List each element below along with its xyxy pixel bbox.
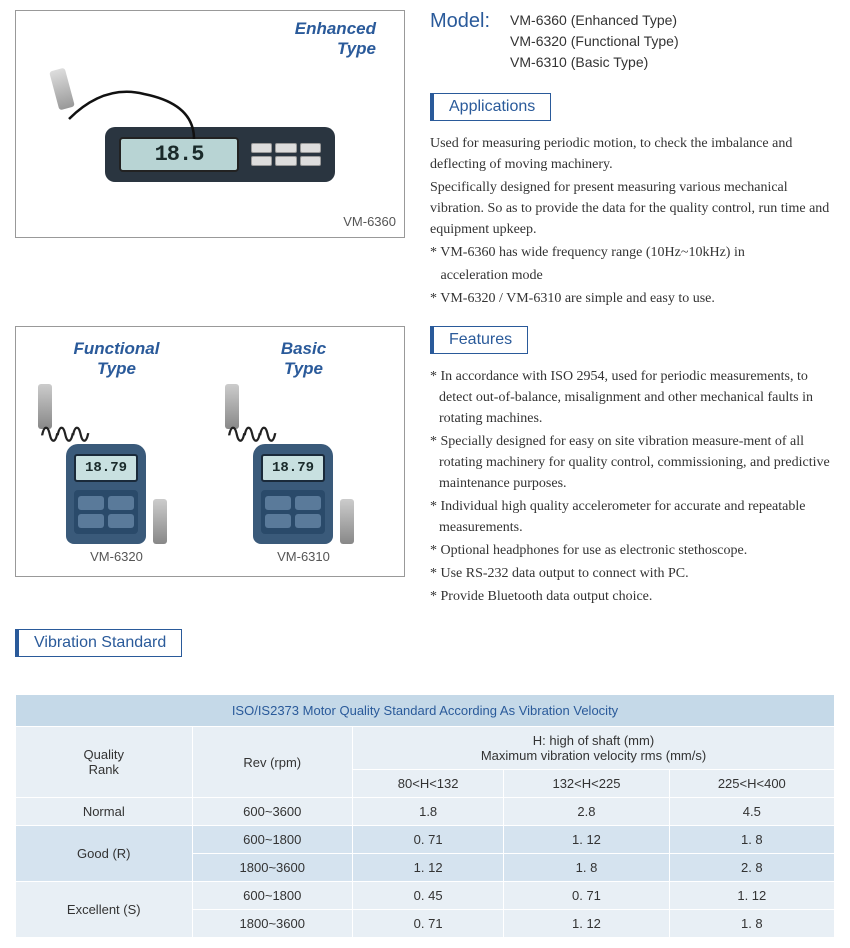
- model-section: Model: VM-6360 (Enhanced Type) VM-6320 (…: [430, 10, 835, 73]
- cell-value: 0. 71: [352, 910, 503, 938]
- type-label: Type: [284, 359, 323, 378]
- type-label: Type: [337, 39, 376, 58]
- col-header: Rev (rpm): [192, 727, 352, 798]
- text-line: * Use RS-232 data output to connect with…: [430, 563, 835, 584]
- cell-quality: Excellent (S): [16, 882, 193, 938]
- col-header: H: high of shaft (mm) Maximum vibration …: [352, 727, 834, 770]
- model-list: VM-6360 (Enhanced Type) VM-6320 (Functio…: [510, 10, 679, 73]
- table-row: Excellent (S)600~18000. 450. 711. 12: [16, 882, 835, 910]
- product-image-functional-basic: FunctionalType ∿∿∿ 18.79 VM-6320 BasicTy…: [15, 326, 405, 577]
- cell-rev: 1800~3600: [192, 910, 352, 938]
- model-item: VM-6360 (Enhanced Type): [510, 10, 679, 31]
- device-illustration: 18.79: [66, 444, 146, 544]
- type-label: Type: [97, 359, 136, 378]
- text-line: * Individual high quality accelerometer …: [430, 496, 835, 538]
- vibration-standard-table: ISO/IS2373 Motor Quality Standard Accord…: [15, 694, 835, 938]
- cell-value: 0. 71: [504, 882, 669, 910]
- cell-value: 1. 12: [352, 854, 503, 882]
- cell-rev: 600~1800: [192, 882, 352, 910]
- table-row: Normal600~36001.82.84.5: [16, 798, 835, 826]
- applications-text: Used for measuring periodic motion, to c…: [430, 133, 835, 309]
- cell-value: 2.8: [504, 798, 669, 826]
- product-caption: VM-6310: [215, 549, 392, 564]
- cell-value: 1. 8: [669, 910, 834, 938]
- text-line: * Provide Bluetooth data output choice.: [430, 586, 835, 607]
- cell-rev: 1800~3600: [192, 854, 352, 882]
- lcd-reading: 18.79: [267, 460, 319, 476]
- col-subheader: 225<H<400: [669, 770, 834, 798]
- model-item: VM-6320 (Functional Type): [510, 31, 679, 52]
- type-label: Functional: [74, 339, 160, 358]
- text-line: Specifically designed for present measur…: [430, 177, 835, 240]
- lcd-reading: 18.79: [80, 460, 132, 476]
- cell-rev: 600~3600: [192, 798, 352, 826]
- model-item: VM-6310 (Basic Type): [510, 52, 679, 73]
- cell-value: 1. 8: [504, 854, 669, 882]
- text-line: * VM-6360 has wide frequency range (10Hz…: [430, 242, 835, 263]
- type-label: Enhanced: [295, 19, 376, 38]
- text-line: * Optional headphones for use as electro…: [430, 540, 835, 561]
- cell-value: 1. 12: [504, 826, 669, 854]
- cell-rev: 600~1800: [192, 826, 352, 854]
- col-subheader: 80<H<132: [352, 770, 503, 798]
- cell-value: 1.8: [352, 798, 503, 826]
- text-line: * In accordance with ISO 2954, used for …: [430, 366, 835, 429]
- cell-value: 1. 8: [669, 826, 834, 854]
- table-row: Good (R)600~18000. 711. 121. 8: [16, 826, 835, 854]
- cell-quality: Good (R): [16, 826, 193, 882]
- vibration-standard-header: Vibration Standard: [15, 629, 182, 657]
- cell-quality: Normal: [16, 798, 193, 826]
- product-caption: VM-6320: [28, 549, 205, 564]
- product-image-enhanced: Enhanced Type 18.5 VM-6360: [15, 10, 405, 238]
- type-label: Basic: [281, 339, 326, 358]
- table-title: ISO/IS2373 Motor Quality Standard Accord…: [16, 695, 835, 727]
- features-header: Features: [430, 326, 528, 354]
- cell-value: 0. 45: [352, 882, 503, 910]
- text-line: acceleration mode: [430, 265, 835, 286]
- cell-value: 2. 8: [669, 854, 834, 882]
- col-subheader: 132<H<225: [504, 770, 669, 798]
- device-illustration: 18.79: [253, 444, 333, 544]
- cell-value: 1. 12: [669, 882, 834, 910]
- text-line: * VM-6320 / VM-6310 are simple and easy …: [430, 288, 835, 309]
- text-line: * Specially designed for easy on site vi…: [430, 431, 835, 494]
- applications-header: Applications: [430, 93, 551, 121]
- col-header: Quality Rank: [16, 727, 193, 798]
- cell-value: 4.5: [669, 798, 834, 826]
- features-text: * In accordance with ISO 2954, used for …: [430, 366, 835, 607]
- text-line: Used for measuring periodic motion, to c…: [430, 133, 835, 175]
- model-label: Model:: [430, 10, 490, 33]
- cell-value: 0. 71: [352, 826, 503, 854]
- cell-value: 1. 12: [504, 910, 669, 938]
- product-caption: VM-6360: [24, 214, 396, 229]
